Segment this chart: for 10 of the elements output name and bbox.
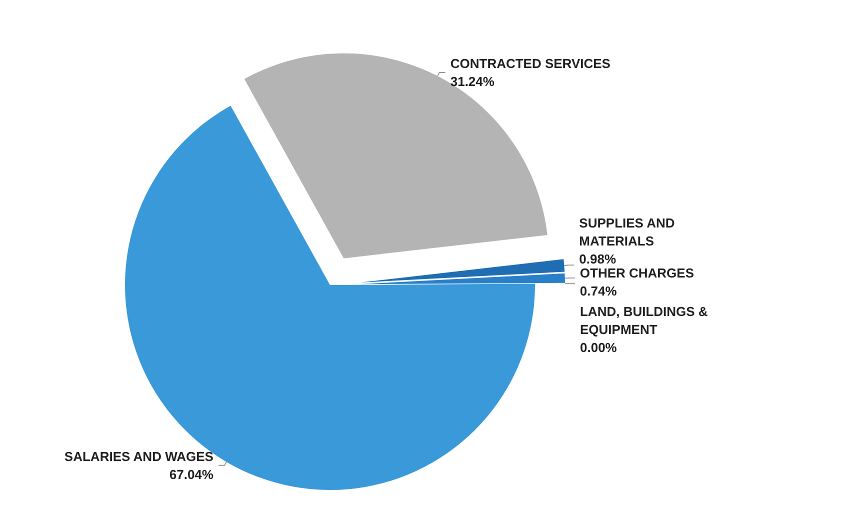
- text: 0.00%: [580, 340, 617, 356]
- slice-label: OTHER CHARGES: [580, 266, 694, 281]
- data-label: 0.98%: [579, 252, 616, 267]
- slice-label: CONTRACTED SERVICES: [450, 56, 611, 71]
- data-label: 31.24%: [450, 74, 495, 89]
- slice-label: SALARIES AND WAGES: [64, 448, 214, 464]
- category-label: LAND, BUILDINGS & EQUIPMENT: [580, 304, 708, 338]
- data-label: 0.74%: [580, 284, 618, 299]
- slice-label: SUPPLIES AND MATERIALS: [579, 216, 678, 249]
- data-label: 67.04%: [169, 466, 214, 482]
